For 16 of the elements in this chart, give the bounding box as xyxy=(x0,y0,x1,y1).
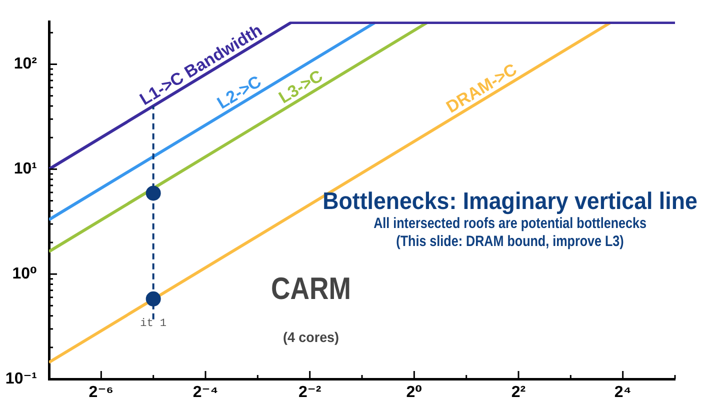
annotation: it 1 xyxy=(140,318,167,330)
x-tick-label: 2⁻² xyxy=(298,384,322,402)
x-tick-label: 2⁻⁶ xyxy=(88,384,114,402)
y-tick-label: 10² xyxy=(14,56,37,73)
annotation: All intersected roofs are potential bottlenecks xyxy=(374,214,647,232)
annotation: CARM xyxy=(271,272,351,307)
x-tick-label: 2⁻⁴ xyxy=(192,384,218,402)
x-tick-label: 2⁰ xyxy=(406,384,422,402)
annotation: (This slide: DRAM bound, improve L3) xyxy=(396,232,624,250)
annotation: Bottlenecks: Imaginary vertical line xyxy=(322,187,698,214)
annotation: (4 cores) xyxy=(283,330,339,346)
y-tick-label: 10⁻¹ xyxy=(5,370,37,388)
y-tick-label: 10¹ xyxy=(14,160,37,178)
x-tick-label: 2² xyxy=(511,384,526,402)
x-tick-label: 2⁴ xyxy=(614,384,632,402)
y-tick-label: 10⁰ xyxy=(12,265,37,282)
